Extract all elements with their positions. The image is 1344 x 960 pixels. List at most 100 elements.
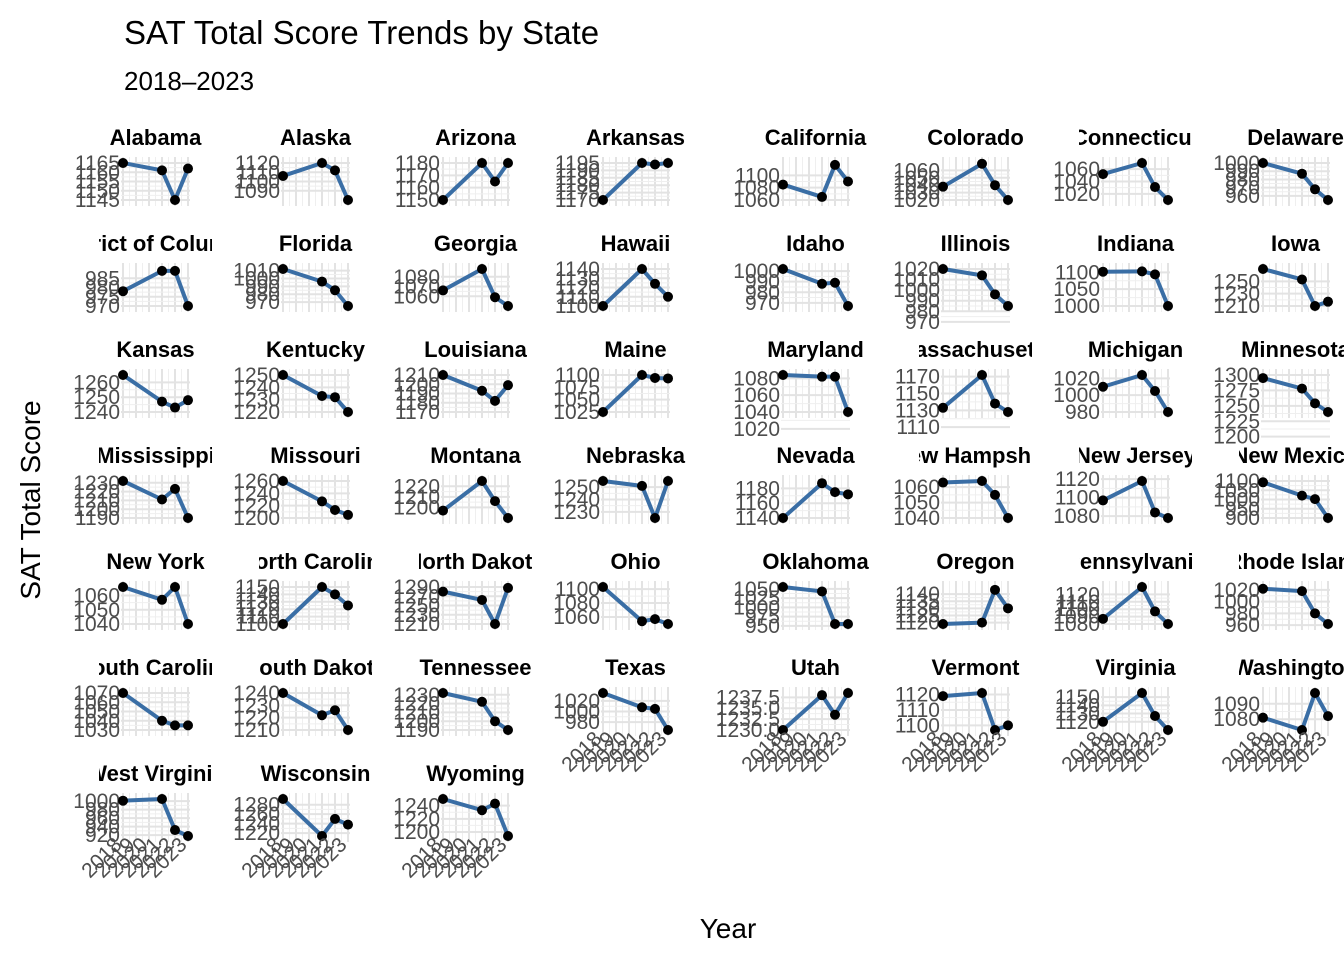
data-point xyxy=(477,594,487,605)
y-tick-label: 1240 xyxy=(233,813,280,836)
y-tick-label: 1210 xyxy=(393,364,440,387)
data-point xyxy=(278,170,288,181)
y-tick-label: 1150 xyxy=(895,383,940,406)
y-tick-label: 1230 xyxy=(73,472,120,495)
series-line xyxy=(782,373,850,413)
y-tick-label: 1220 xyxy=(233,707,280,730)
facet-washington: 10801090Washington2018201920202021202220… xyxy=(1213,655,1344,777)
y-tick-label: 1180 xyxy=(395,392,440,415)
data-point xyxy=(330,285,340,296)
y-tick-label: 1090 xyxy=(233,180,280,203)
y-tick-label: 1050 xyxy=(73,701,120,724)
y-tick-label: 1210 xyxy=(73,489,120,512)
data-point xyxy=(477,696,487,707)
series-line xyxy=(782,267,850,307)
y-tick-label: 1220 xyxy=(393,693,440,716)
facet-strip-label: Montana xyxy=(430,443,521,468)
data-point xyxy=(503,831,513,841)
data-point xyxy=(817,478,827,489)
y-tick-label: 1070 xyxy=(393,276,440,299)
data-point xyxy=(118,370,128,380)
y-tick-label: 1040 xyxy=(733,401,780,424)
y-tick-label: 1100 xyxy=(555,364,600,387)
facet-strip-label: Arkansas xyxy=(586,125,685,150)
y-tick-label: 1250 xyxy=(233,364,280,387)
data-point xyxy=(278,794,288,804)
data-point xyxy=(830,159,840,170)
y-tick-label: 1000 xyxy=(233,267,280,290)
y-tick-label: 1210 xyxy=(393,701,440,724)
y-tick-label: 1140 xyxy=(235,583,280,606)
series-line xyxy=(282,373,350,414)
y-tick-label: 1080 xyxy=(733,367,780,390)
y-tick-label: 1060 xyxy=(1053,158,1100,181)
series-line xyxy=(442,373,510,403)
data-point xyxy=(438,195,448,205)
data-point xyxy=(990,725,1000,735)
series-line xyxy=(602,691,670,732)
facet-strip-label: Kentucky xyxy=(266,337,366,362)
y-tick-label: 1160 xyxy=(75,161,120,184)
y-tick-label: 1230.0 xyxy=(716,719,780,742)
data-point xyxy=(1003,603,1013,614)
y-tick-label: 1020 xyxy=(893,258,940,281)
y-tick-label: 980 xyxy=(1065,401,1100,424)
facet-strip-label: New Jersey xyxy=(1075,443,1197,468)
y-tick-label: 1155 xyxy=(75,171,120,194)
series-line xyxy=(941,161,1010,202)
data-point xyxy=(438,688,448,698)
facet-strip-label: Idaho xyxy=(786,231,845,256)
y-tick-label: 1080 xyxy=(553,592,600,615)
data-point xyxy=(503,158,513,168)
data-point xyxy=(1310,688,1320,698)
y-tick-label: 1125 xyxy=(895,604,940,627)
y-tick-label: 1190 xyxy=(555,159,600,182)
y-tick-label: 1290 xyxy=(393,576,440,599)
facet-strip-label: Maine xyxy=(604,337,666,362)
data-point xyxy=(183,831,193,841)
y-tick-label: 1275 xyxy=(1213,379,1260,402)
data-point xyxy=(1323,296,1333,307)
data-point xyxy=(157,165,167,176)
y-tick-label: 970 xyxy=(245,291,280,314)
data-point xyxy=(977,158,987,169)
y-tick-label: 1130 xyxy=(555,267,600,290)
y-tick-label: 960 xyxy=(1225,185,1260,208)
data-point xyxy=(1297,274,1307,285)
y-tick-label: 1110 xyxy=(236,606,280,629)
y-tick-label: 950 xyxy=(745,615,780,638)
data-point xyxy=(183,720,193,731)
series-line xyxy=(442,267,510,308)
data-point xyxy=(477,805,487,816)
y-tick-label: 1180 xyxy=(395,152,440,175)
data-point xyxy=(183,395,193,406)
y-tick-label: 1000 xyxy=(1213,152,1260,175)
data-point xyxy=(663,619,673,629)
data-point xyxy=(938,619,948,629)
y-tick-label: 1100 xyxy=(235,613,280,636)
facet-strip-label: Hawaii xyxy=(601,231,671,256)
data-point xyxy=(317,496,327,507)
data-point xyxy=(330,589,340,600)
data-point xyxy=(637,158,647,168)
y-tick-label: 1220 xyxy=(233,822,280,845)
y-tick-label: 980 xyxy=(85,799,120,822)
series-line xyxy=(282,691,350,732)
facet-strip-label: New Hampshire xyxy=(893,443,1058,468)
y-tick-label: 1080 xyxy=(1213,708,1260,731)
data-point xyxy=(278,688,288,698)
y-tick-label: 1100 xyxy=(1055,261,1100,284)
series-line xyxy=(442,587,510,626)
y-tick-label: 1250 xyxy=(73,386,120,409)
y-tick-label: 1050 xyxy=(893,492,940,515)
series-line xyxy=(122,268,190,307)
data-point xyxy=(343,725,353,735)
y-tick-label: 970 xyxy=(905,311,940,334)
